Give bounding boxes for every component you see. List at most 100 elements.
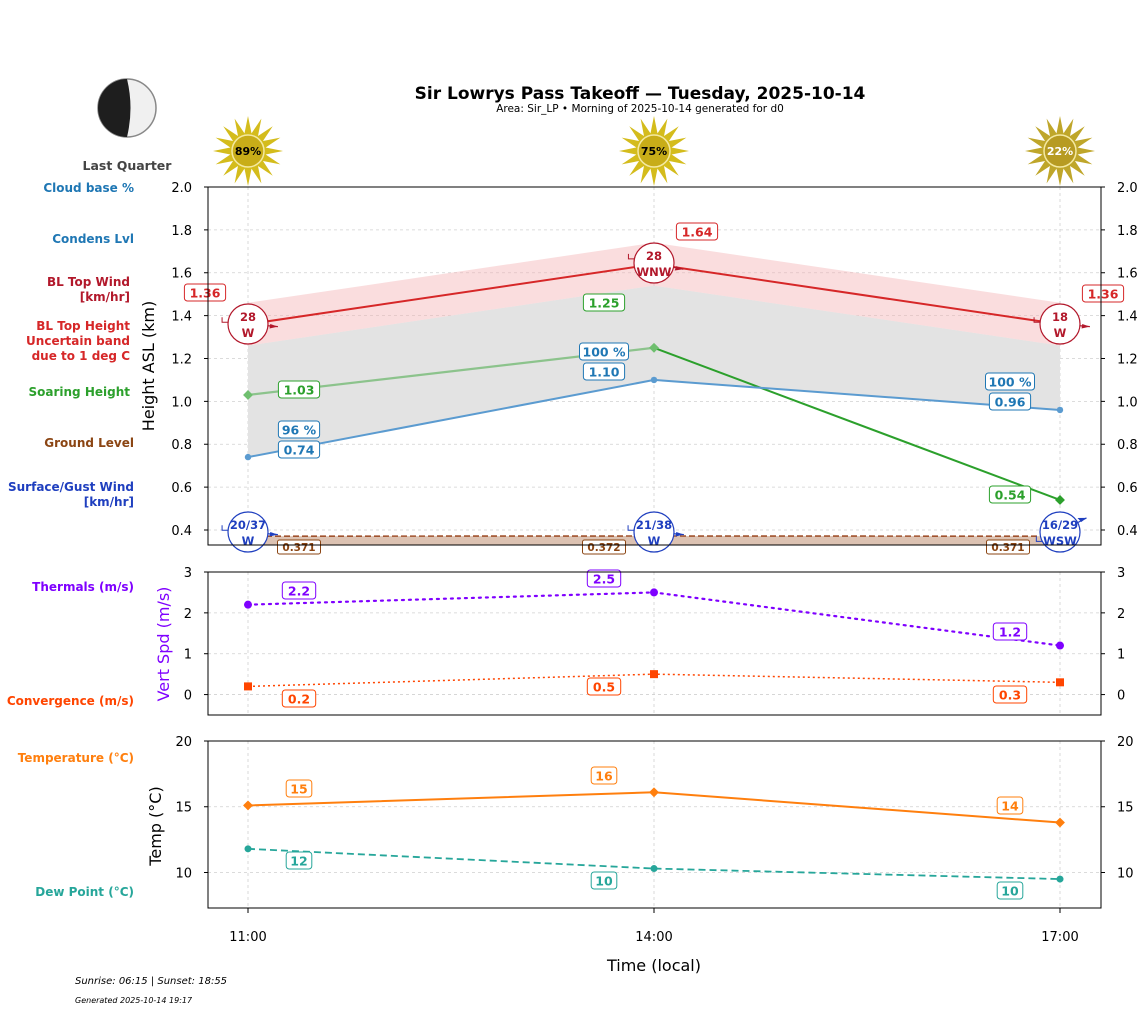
soaring-label: 1.25 bbox=[589, 296, 620, 311]
y-tick-label-left: 10 bbox=[175, 866, 192, 881]
cloud-base-label-box bbox=[579, 342, 629, 361]
y-tick-label-left: 2 bbox=[184, 607, 192, 622]
condens-label: 0.96 bbox=[995, 395, 1026, 410]
ground-label: 0.372 bbox=[587, 542, 620, 554]
surface-wind-circle bbox=[633, 511, 675, 553]
surface-wind-speed: 16/29 bbox=[1042, 518, 1078, 532]
y-tick-label-right: 0.8 bbox=[1117, 438, 1138, 453]
label-condens: Condens Lvl bbox=[52, 232, 134, 246]
label-cloud-base: Cloud base % bbox=[43, 181, 134, 195]
label-bl-top-3: due to 1 deg C bbox=[32, 349, 131, 363]
cloud-base-label-box bbox=[277, 420, 321, 439]
moon-phase-icon bbox=[97, 78, 157, 138]
temperature-point bbox=[243, 800, 253, 811]
y-tick-label-left: 1.6 bbox=[171, 267, 192, 282]
condens-label: 1.10 bbox=[589, 365, 620, 380]
label-surface-wind-unit: [km/hr] bbox=[84, 495, 134, 509]
thermals-label: 2.2 bbox=[288, 584, 310, 599]
convergence-label: 0.5 bbox=[593, 680, 615, 695]
panel-frame bbox=[207, 740, 1102, 909]
thermals-label-box bbox=[586, 569, 622, 588]
cloud-base-label: 100 % bbox=[583, 345, 626, 360]
convergence-label-box bbox=[992, 685, 1028, 704]
bl-top-label-box bbox=[1081, 284, 1125, 303]
temperature-label-box bbox=[285, 779, 313, 798]
dewpoint-point bbox=[244, 845, 252, 853]
bl-top-label: 1.36 bbox=[190, 286, 221, 301]
y-tick-label-left: 2.0 bbox=[171, 181, 192, 196]
thermals-point bbox=[1056, 641, 1064, 650]
condens-label-box bbox=[582, 362, 626, 381]
temperature-point bbox=[649, 787, 659, 798]
label-bl-wind-unit: [km/hr] bbox=[80, 290, 130, 304]
generated-time: Generated 2025-10-14 19:17 bbox=[75, 996, 193, 1005]
y-tick-label-right: 1.8 bbox=[1117, 224, 1138, 239]
y-tick-label-left: 1.8 bbox=[171, 224, 192, 239]
cloud-base-label-box bbox=[985, 372, 1035, 391]
dewpoint-point bbox=[1056, 875, 1064, 883]
panel-frame bbox=[207, 571, 1102, 716]
condens-label-box bbox=[988, 392, 1032, 411]
label-bl-top-2: Uncertain band bbox=[26, 334, 130, 348]
label-temperature: Temperature (°C) bbox=[18, 751, 134, 765]
surface-wind-arrow-icon bbox=[1077, 517, 1087, 523]
dewpoint-label: 12 bbox=[290, 854, 307, 869]
soaring-point bbox=[1055, 495, 1065, 505]
label-dewpoint: Dew Point (°C) bbox=[35, 885, 134, 899]
dewpoint-line bbox=[247, 847, 1061, 880]
label-bl-wind: BL Top Wind bbox=[47, 275, 130, 289]
dewpoint-point bbox=[650, 865, 658, 873]
temperature-point bbox=[1055, 817, 1065, 828]
y-tick-label-right: 0.4 bbox=[1117, 524, 1138, 539]
bl-wind-speed: 28 bbox=[646, 249, 662, 263]
temperature-label: 16 bbox=[595, 769, 613, 784]
cloud-base-label: 100 % bbox=[989, 375, 1032, 390]
condens-label-box bbox=[277, 440, 321, 459]
surface-wind-circle bbox=[1039, 511, 1081, 553]
y-tick-label-left: 0 bbox=[184, 689, 192, 704]
surface-wind-arrow-icon bbox=[675, 531, 684, 537]
y-tick-label-right: 1.0 bbox=[1117, 395, 1138, 410]
convergence-label: 0.3 bbox=[999, 688, 1021, 703]
y-axis-label-height: Height ASL (km) bbox=[139, 301, 158, 431]
surface-wind-speed: 20/37 bbox=[230, 518, 266, 532]
dewpoint-label-box bbox=[590, 871, 618, 890]
surface-wind-direction: W bbox=[242, 534, 255, 548]
surface-wind-barb-icon bbox=[221, 525, 229, 531]
y-tick-label-right: 10 bbox=[1117, 866, 1134, 881]
bl-wind-arrow-icon bbox=[269, 323, 278, 329]
bl-top-label-box bbox=[675, 222, 719, 241]
bl-wind-direction: W bbox=[1054, 326, 1067, 340]
bl-top-label: 1.64 bbox=[682, 225, 713, 240]
bl-wind-arrow-icon bbox=[1081, 323, 1090, 329]
bl-wind-circle bbox=[1039, 303, 1081, 345]
y-tick-label-left: 1 bbox=[184, 648, 192, 663]
y-tick-label-left: 1.0 bbox=[171, 395, 192, 410]
bl-wind-circle bbox=[227, 303, 269, 345]
label-convergence: Convergence (m/s) bbox=[7, 694, 134, 708]
surface-wind-barb-icon bbox=[627, 525, 635, 531]
bl-wind-speed: 28 bbox=[240, 310, 256, 324]
sun-percent: 75% bbox=[641, 145, 667, 158]
thermals-line bbox=[246, 591, 1062, 647]
y-tick-label-right: 20 bbox=[1117, 735, 1134, 750]
thermals-point bbox=[244, 600, 252, 609]
ground-label-box bbox=[986, 539, 1030, 555]
y-tick-label-right: 1.4 bbox=[1117, 310, 1138, 325]
bl-top-label: 1.36 bbox=[1088, 287, 1119, 302]
y-tick-label-left: 3 bbox=[184, 566, 192, 581]
page-title: Sir Lowrys Pass Takeoff — Tuesday, 2025-… bbox=[415, 84, 866, 104]
bl-top-label-box bbox=[183, 283, 227, 302]
sun-core bbox=[1043, 134, 1077, 168]
convergence-point bbox=[650, 670, 658, 679]
dewpoint-label-box bbox=[285, 851, 313, 870]
y-tick-label-left: 0.8 bbox=[171, 438, 192, 453]
cloud-base-label: 96 % bbox=[282, 423, 317, 438]
y-axis-label-temp: Temp (°C) bbox=[146, 786, 165, 866]
page-subtitle: Area: Sir_LP • Morning of 2025-10-14 gen… bbox=[496, 103, 784, 115]
sun-percent: 22% bbox=[1047, 145, 1073, 158]
y-tick-label-left: 0.4 bbox=[171, 524, 192, 539]
y-tick-label-left: 1.2 bbox=[171, 352, 192, 367]
thermals-point bbox=[650, 588, 658, 597]
